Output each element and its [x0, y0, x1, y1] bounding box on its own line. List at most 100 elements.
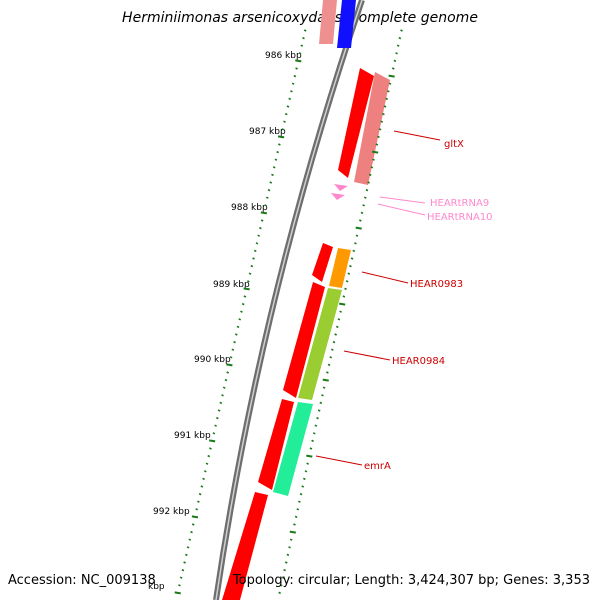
tick-mark	[349, 264, 352, 268]
tick-mark	[311, 439, 314, 443]
tick-mark	[386, 90, 390, 93]
gene-red-3	[283, 282, 325, 398]
tick-mark	[385, 97, 389, 101]
tick-mark	[298, 52, 302, 55]
tick-mark	[360, 211, 364, 215]
gene-green	[273, 402, 313, 496]
tick-mark	[306, 462, 309, 465]
tick-mark	[290, 90, 293, 93]
tick-mark	[342, 295, 346, 298]
gene-red-4	[258, 399, 294, 490]
tick-mark	[198, 492, 202, 496]
tick-mark	[288, 97, 292, 101]
tick-mark	[215, 416, 219, 420]
tick-mark	[209, 447, 212, 450]
tick-mark	[303, 29, 307, 32]
tick-mark	[264, 204, 267, 207]
tick-mark	[378, 128, 382, 131]
tick-mark	[330, 348, 334, 351]
tick-mark	[295, 67, 298, 70]
tick-mark	[332, 340, 336, 344]
tick-mark	[350, 257, 354, 260]
genome-backbone-highlight	[215, 0, 363, 600]
tick-mark	[316, 416, 319, 420]
tick-mark	[396, 44, 400, 47]
tick-mark	[269, 181, 273, 184]
tick-mark	[174, 591, 181, 595]
tick-mark	[284, 561, 288, 564]
tick-label-989: 989 kbp	[213, 280, 250, 290]
connector-hear-trna10	[377, 203, 426, 216]
tick-mark	[299, 492, 303, 496]
tick-mark	[281, 128, 285, 131]
tick-mark	[298, 500, 301, 503]
tick-mark	[229, 356, 233, 359]
tick-mark	[203, 470, 207, 473]
tick-mark	[372, 158, 375, 161]
tick-label-988: 988 kbp	[231, 203, 268, 213]
gene-red-1	[338, 68, 374, 178]
tick-mark	[388, 82, 392, 85]
tick-mark	[231, 348, 235, 351]
connector-hear-trna9	[379, 196, 426, 204]
map-title: Herminiimonas arsenicoxydans, complete g…	[122, 10, 478, 26]
tick-mark	[304, 470, 308, 473]
connector-hear0983	[361, 271, 409, 284]
tick-mark	[179, 576, 183, 579]
tick-mark	[253, 249, 257, 253]
tick-mark	[296, 508, 300, 511]
tick-mark	[339, 302, 346, 306]
tick-mark	[312, 432, 316, 435]
tick-mark	[221, 394, 224, 397]
tick-mark	[286, 105, 290, 108]
tick-label-991: 991 kbp	[174, 431, 211, 441]
tick-mark	[240, 310, 243, 313]
tick-mark	[248, 272, 252, 275]
tick-mark	[217, 409, 221, 412]
tick-mark	[207, 454, 211, 458]
feature-top-blue	[337, 0, 356, 48]
gene-salmon-gltx	[354, 72, 390, 185]
tick-mark	[367, 181, 370, 184]
tick-mark	[322, 378, 329, 382]
tick-label-992: 992 kbp	[153, 507, 190, 517]
trna-marker-1	[334, 184, 348, 191]
genome-backbone	[213, 0, 365, 600]
tick-mark	[337, 318, 341, 321]
tick-mark	[283, 568, 286, 572]
topology-text: Topology: circular; Length: 3,424,307 bp…	[232, 573, 590, 588]
tick-mark	[276, 150, 279, 154]
tick-mark	[191, 523, 195, 526]
tick-mark	[212, 432, 216, 435]
tick-mark	[321, 394, 324, 397]
tick-mark	[393, 59, 397, 63]
tick-mark	[388, 74, 395, 78]
tick-mark	[400, 29, 403, 32]
tick-mark	[375, 143, 379, 146]
tick-mark	[271, 173, 274, 177]
tick-mark	[370, 166, 374, 169]
tick-mark	[191, 515, 199, 519]
tick-mark	[289, 530, 296, 534]
tick-mark	[186, 546, 190, 549]
tick-mark	[202, 477, 205, 481]
gene-label-hear0984: HEAR0984	[392, 356, 445, 367]
tick-mark	[252, 257, 255, 260]
tick-mark	[294, 515, 298, 519]
tick-mark	[278, 143, 281, 146]
tick-mark	[183, 561, 186, 564]
trna-marker-2	[331, 193, 345, 200]
tick-mark	[395, 52, 398, 55]
gene-label-emra: emrA	[364, 461, 391, 472]
tick-label-993: kbp	[148, 582, 165, 592]
tick-mark	[344, 287, 347, 291]
tick-mark	[265, 196, 269, 199]
tick-mark	[238, 318, 242, 321]
tick-mark	[288, 546, 291, 549]
tick-mark	[190, 530, 193, 534]
tick-mark	[284, 112, 288, 116]
tick-mark	[355, 234, 359, 237]
tick-mark	[382, 112, 385, 116]
tick-mark	[267, 188, 271, 192]
tick-mark	[309, 447, 313, 450]
